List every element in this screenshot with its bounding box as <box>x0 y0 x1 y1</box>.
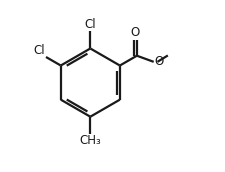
Text: CH₃: CH₃ <box>79 135 101 147</box>
Text: O: O <box>131 26 140 39</box>
Text: Cl: Cl <box>85 18 96 31</box>
Text: O: O <box>155 55 164 68</box>
Text: Cl: Cl <box>34 44 45 57</box>
